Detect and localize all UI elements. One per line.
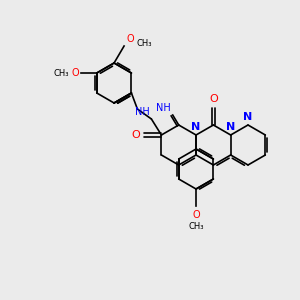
Text: O: O	[192, 210, 200, 220]
Text: N: N	[243, 112, 253, 122]
Text: O: O	[126, 34, 134, 44]
Text: NH: NH	[135, 107, 149, 117]
Text: O: O	[209, 94, 218, 104]
Text: N: N	[191, 122, 201, 132]
Text: N: N	[226, 122, 235, 132]
Text: NH: NH	[156, 103, 171, 113]
Text: CH₃: CH₃	[53, 68, 69, 77]
Text: CH₃: CH₃	[136, 40, 152, 49]
Text: CH₃: CH₃	[188, 222, 204, 231]
Text: O: O	[71, 68, 79, 78]
Text: O: O	[132, 130, 140, 140]
